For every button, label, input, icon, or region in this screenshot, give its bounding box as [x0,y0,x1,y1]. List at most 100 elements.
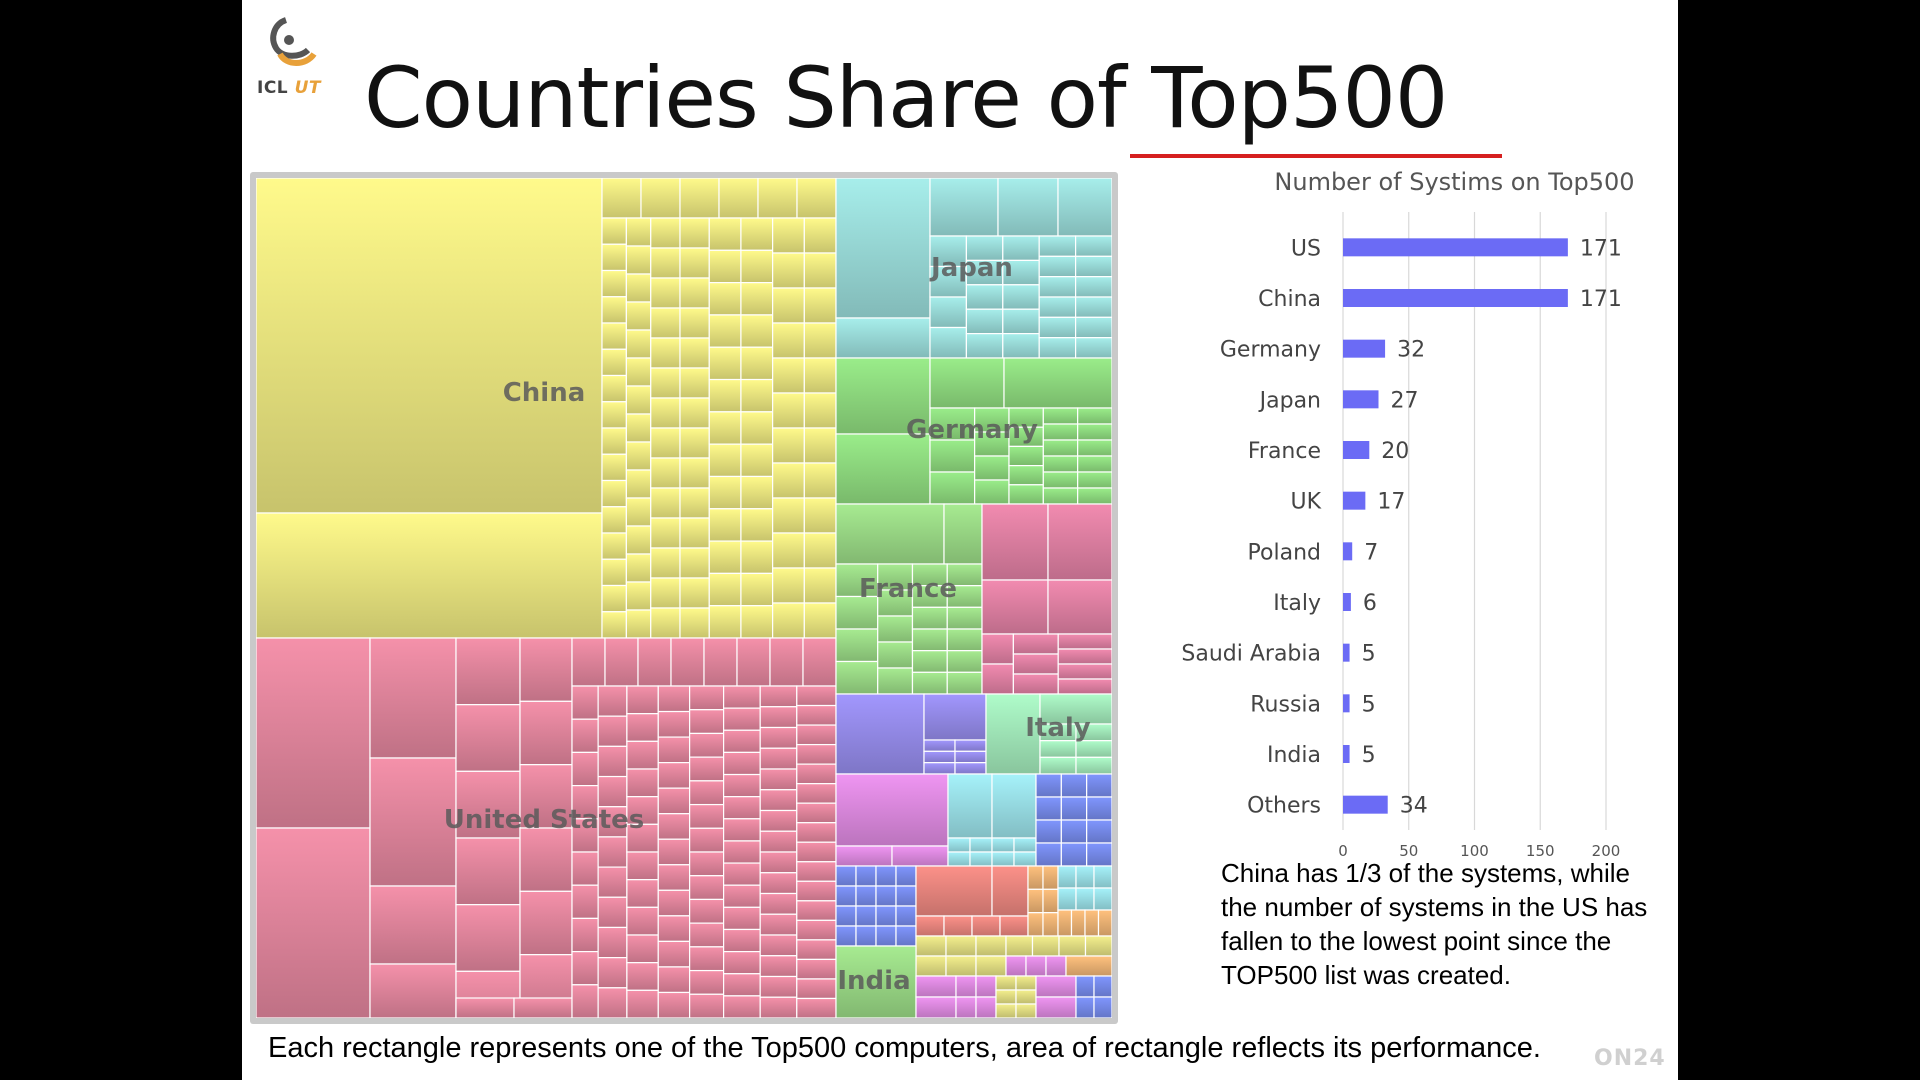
treemap-cell-china [708,249,742,284]
treemap-cell-other_blue [1035,796,1062,821]
treemap-cell-us [769,637,804,687]
bar [1343,441,1370,459]
treemap-cell-other_blue [855,885,877,907]
treemap-cell-china [601,178,642,219]
treemap-cell-other_orange [1097,909,1112,937]
treemap-cell-us [519,637,573,702]
treemap-cell-other_blue [875,905,897,927]
treemap-cell-japan [965,259,1004,286]
treemap-cell-us [689,946,725,972]
treemap-cell-france [946,606,983,630]
treemap-cell-china [601,558,627,587]
treemap-cell-other_blue [895,865,917,887]
treemap-cell-japan [1002,308,1040,335]
treemap-cell-us [759,851,798,874]
treemap-cell-china [708,572,742,607]
treemap-cell-other_yellow [1015,989,1037,1005]
treemap-cell-japan [1038,316,1077,339]
treemap-cell-poland [923,762,956,775]
treemap-cell-us [657,762,691,789]
treemap-cell-other_blue [895,905,917,927]
treemap-cell-china [772,567,805,604]
treemap-cell-poland [923,739,956,752]
treemap-cell-uk [981,579,1049,635]
treemap-cell-france [877,589,914,617]
x-tick-label: 100 [1460,842,1489,860]
treemap-cell-uk [981,503,1049,581]
treemap-cell-us [759,706,798,729]
treemap-cell-other_blue [875,865,897,887]
data-label: 5 [1362,642,1376,667]
logo-text-main: ICL [257,78,289,98]
treemap-cell-china [740,217,774,251]
treemap-cell-us [723,995,761,1018]
treemap-cell-us [796,919,837,941]
treemap-cell-us [657,940,691,968]
treemap-cell-china [803,357,837,394]
treemap-cell-us [597,775,628,808]
treemap-cell-uk [1057,678,1112,695]
treemap-cell-china [708,475,742,510]
treemap-cell-other_yellow [1005,935,1034,957]
treemap-cell-china [803,322,837,359]
treemap-cell-china [679,487,710,519]
treemap-cell-us [689,780,725,806]
treemap-cell-us [689,898,725,924]
treemap-cell-china [625,553,652,583]
treemap-cell-china [740,249,774,284]
treemap-cell-china [772,357,805,394]
treemap-cell-other_red [915,865,993,917]
treemap-cell-japan [997,178,1059,237]
treemap-cell-russia [947,837,971,853]
treemap-cell-other_orange [1027,888,1044,914]
treemap-cell-china [601,296,627,324]
treemap-cell-china [757,178,798,219]
treemap-cell-russia [947,773,993,839]
treemap-cell-japan [929,326,968,359]
treemap-cell-china [601,243,627,272]
treemap-cell-japan [965,284,1004,310]
treemap-cell-germany [1042,407,1079,425]
treemap-cell-china [679,577,710,609]
treemap-cell-us [571,718,599,754]
treemap-cell-germany [1077,439,1112,457]
treemap-cell-italy [1075,756,1112,775]
category-label: Russia [1250,692,1321,717]
treemap-cell-japan [1038,337,1077,359]
treemap-cell-other_blue [1060,842,1088,867]
treemap-cell-china [256,512,603,639]
treemap-cell-us [597,896,628,929]
treemap-cell-poland [835,693,925,775]
treemap-cell-us [597,866,628,898]
data-label: 6 [1363,591,1377,616]
treemap-china-top-system [256,178,603,514]
treemap-cell-china [625,609,652,639]
treemap-cell-us [759,768,798,791]
page-title: Countries Share of Top500 [364,49,1448,147]
treemap-label-china: China [503,378,586,408]
treemap-cell-germany [1003,357,1112,409]
treemap-cell-us [802,637,837,687]
treemap-cell-china [796,178,837,219]
treemap-cell-china [803,252,837,289]
treemap-cell-china [740,605,774,639]
treemap-cell-us [796,763,837,785]
treemap-cell-us [723,906,761,931]
treemap-cell-other_blue [1075,975,1095,998]
treemap-cell-russia [1075,865,1095,889]
treemap-cell-china [679,247,710,279]
treemap-cell-france [877,641,914,669]
treemap-cell-china [601,269,627,298]
treemap-cell-other_blue [895,885,917,907]
treemap-cell-us [796,783,837,804]
data-label: 5 [1362,743,1376,768]
treemap-cell-china [708,508,742,542]
treemap-cell-china [625,357,652,387]
treemap-cell-us [723,884,761,908]
treemap-cell-france [835,503,945,565]
treemap-cell-germany [1008,465,1044,486]
treemap-cell-other_blue [835,885,857,907]
treemap-cell-us [723,751,761,776]
treemap-cell-france [877,615,914,643]
treemap-cell-china [679,217,710,249]
